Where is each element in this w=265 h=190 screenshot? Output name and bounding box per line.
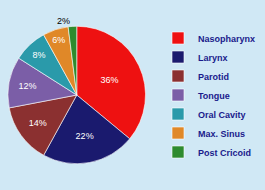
svg-text:12%: 12%: [18, 81, 36, 91]
svg-text:2%: 2%: [57, 16, 70, 26]
svg-text:Post Cricoid: Post Cricoid: [198, 148, 251, 158]
svg-text:Tongue: Tongue: [198, 91, 230, 101]
svg-text:Max. Sinus: Max. Sinus: [198, 129, 245, 139]
svg-text:36%: 36%: [100, 75, 118, 85]
svg-text:Larynx: Larynx: [198, 53, 228, 63]
svg-text:Oral Cavity: Oral Cavity: [198, 110, 246, 120]
svg-text:Parotid: Parotid: [198, 72, 229, 82]
svg-text:8%: 8%: [33, 50, 46, 60]
svg-text:Nasopharynx: Nasopharynx: [198, 34, 255, 44]
svg-text:22%: 22%: [76, 131, 94, 141]
svg-text:14%: 14%: [29, 118, 47, 128]
svg-text:6%: 6%: [52, 35, 65, 45]
